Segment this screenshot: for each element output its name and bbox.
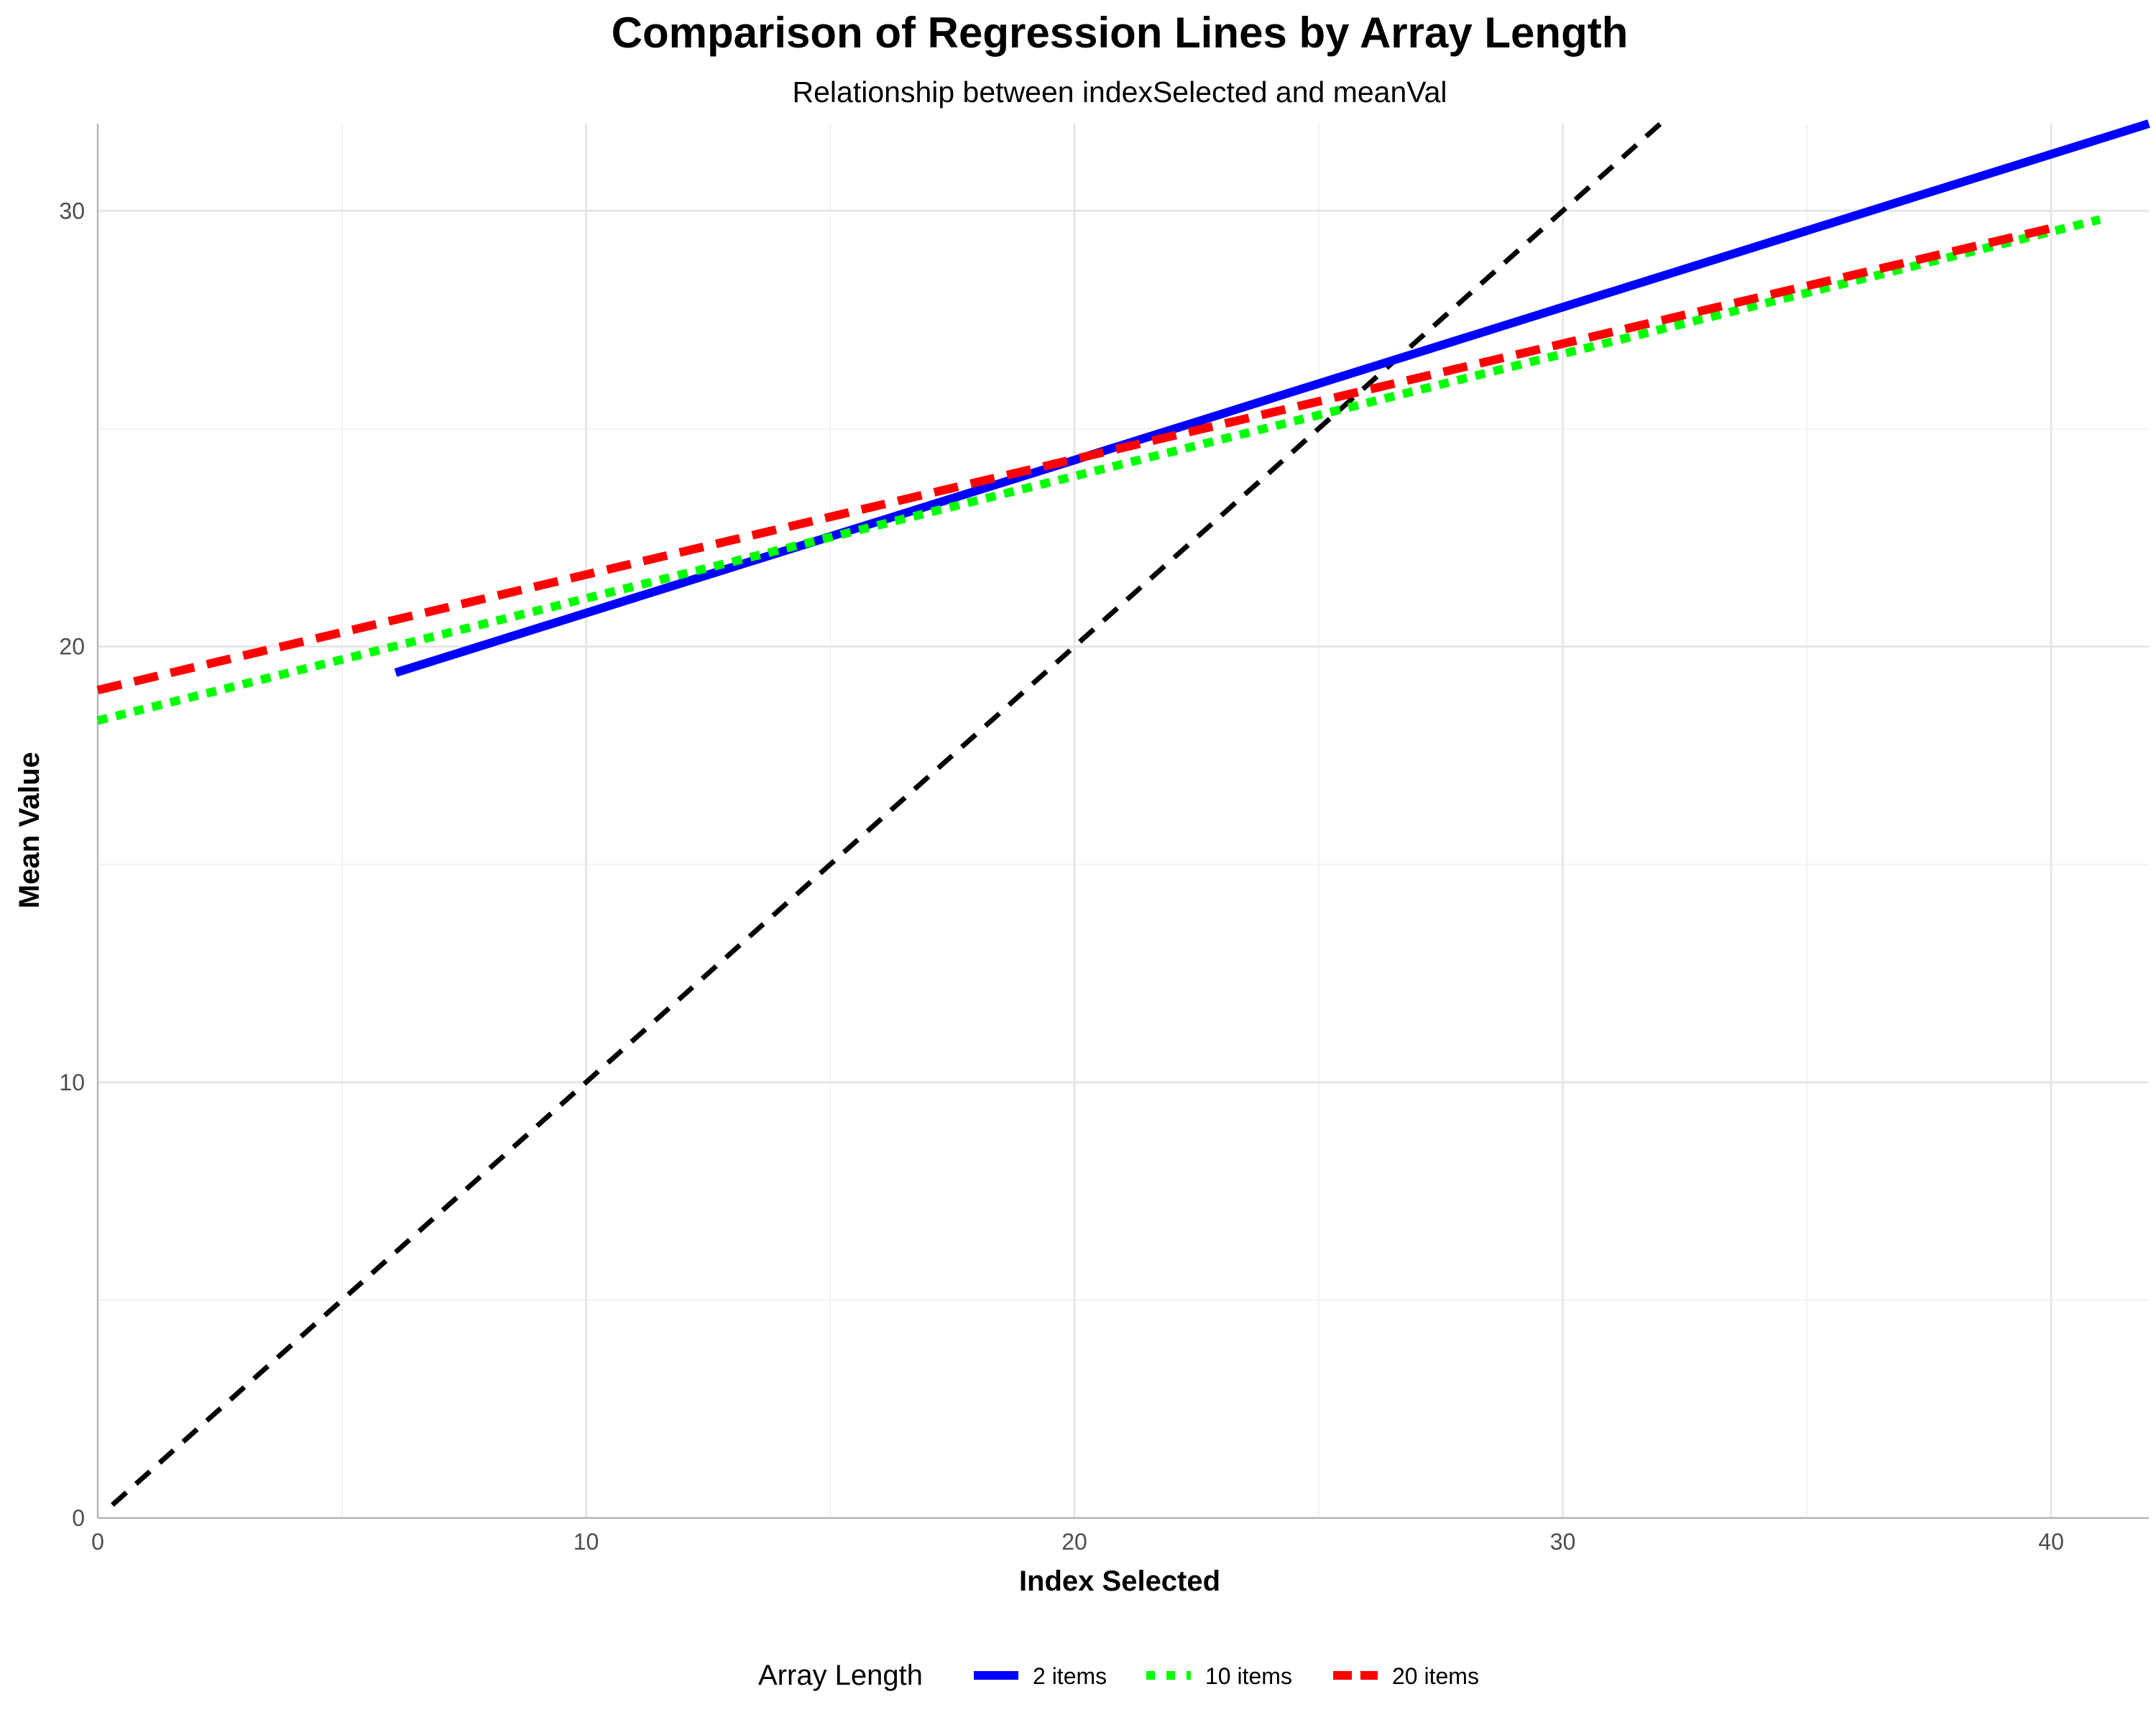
x-tick-label: 30 <box>1550 1529 1576 1555</box>
axes <box>98 124 2149 1518</box>
x-axis-title: Index Selected <box>1019 1565 1220 1597</box>
y-tick-label: 30 <box>59 198 85 224</box>
chart-title: Comparison of Regression Lines by Array … <box>612 9 1628 57</box>
legend-label-3: 20 items <box>1392 1663 1479 1689</box>
x-tick-label: 0 <box>91 1529 104 1555</box>
grid <box>98 124 2149 1518</box>
y-tick-label: 0 <box>72 1505 85 1531</box>
legend: Array Length 2 items 10 items 20 items <box>758 1660 1479 1691</box>
series-line-1 <box>396 124 2149 673</box>
series-group <box>98 124 2149 721</box>
y-tick-labels: 0 10 20 30 <box>59 198 85 1531</box>
reference-line-group <box>112 124 1660 1505</box>
y-tick-label: 10 <box>59 1070 85 1095</box>
series-line-2 <box>98 219 2100 720</box>
y-axis-title: Mean Value <box>14 752 45 908</box>
x-tick-label: 10 <box>573 1529 599 1555</box>
legend-label-2: 10 items <box>1205 1663 1292 1689</box>
reference-line <box>112 124 1660 1505</box>
legend-title: Array Length <box>758 1660 923 1691</box>
y-tick-label: 20 <box>59 634 85 660</box>
chart-subtitle: Relationship between indexSelected and m… <box>793 75 1447 109</box>
x-tick-label: 20 <box>1061 1529 1087 1555</box>
x-tick-label: 40 <box>2038 1529 2064 1555</box>
legend-label-1: 2 items <box>1033 1663 1107 1689</box>
x-tick-labels: 0 10 20 30 40 <box>91 1529 2064 1555</box>
